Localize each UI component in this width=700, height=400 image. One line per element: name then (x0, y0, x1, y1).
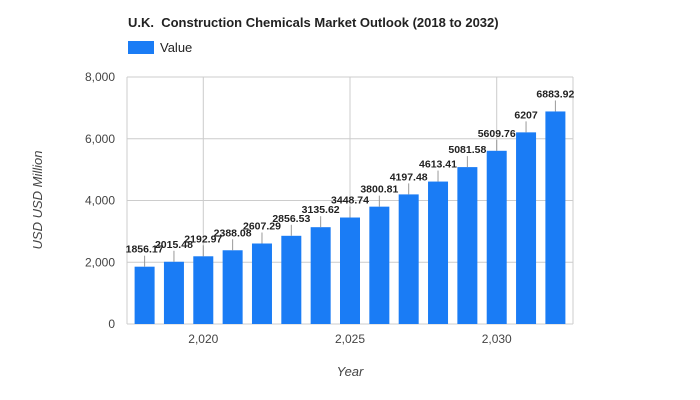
bar (163, 261, 184, 324)
data-label: 2856.53 (272, 213, 310, 225)
data-label: 6883.92 (536, 88, 574, 100)
data-label: 3800.81 (360, 184, 398, 196)
bar (134, 266, 155, 324)
data-label: 2388.08 (214, 227, 252, 239)
y-tick-label: 8,000 (85, 70, 115, 84)
legend-swatch (128, 41, 154, 54)
bar (398, 194, 419, 324)
data-label: 5609.76 (478, 128, 516, 140)
data-label: 2015.48 (155, 239, 193, 251)
x-tick-label: 2,020 (188, 332, 218, 346)
data-label: 4197.48 (390, 171, 428, 183)
data-label: 3448.74 (331, 195, 369, 207)
chart-title: U.K. Construction Chemicals Market Outlo… (128, 15, 499, 30)
y-tick-label: 0 (108, 317, 115, 331)
bar (193, 256, 214, 324)
bar (222, 250, 243, 324)
bar (340, 217, 360, 324)
data-label: 6207 (514, 109, 538, 121)
bar (369, 206, 390, 324)
y-tick-label: 2,000 (85, 255, 115, 269)
x-axis-title: Year (337, 364, 364, 379)
legend: Value (128, 40, 192, 55)
data-label: 2192.97 (184, 233, 222, 245)
y-axis-title: USD USD Million (30, 151, 45, 250)
y-tick-label: 6,000 (85, 132, 115, 146)
legend-label: Value (160, 40, 193, 55)
x-tick-label: 2,030 (482, 332, 512, 346)
x-tick-label: 2,025 (335, 332, 365, 346)
data-label: 4613.41 (419, 159, 457, 171)
data-label: 2607.29 (243, 220, 281, 232)
bar (545, 111, 566, 324)
y-axis-ticks: 0 2,000 4,000 6,000 8,000 (85, 70, 115, 331)
data-labels: 1856.172015.482192.972388.082607.292856.… (126, 88, 575, 267)
bar (486, 150, 507, 324)
bars (134, 111, 566, 324)
bar (457, 167, 478, 324)
bar (281, 235, 302, 324)
bar (310, 227, 331, 324)
data-label: 3135.62 (302, 204, 340, 216)
data-label: 5081.58 (448, 144, 486, 156)
bar (516, 132, 537, 324)
x-axis-ticks: 2,020 2,025 2,030 (188, 332, 512, 346)
bar (428, 181, 449, 324)
data-label: 1856.17 (126, 244, 164, 256)
bar (251, 243, 272, 324)
y-tick-label: 4,000 (85, 194, 115, 208)
